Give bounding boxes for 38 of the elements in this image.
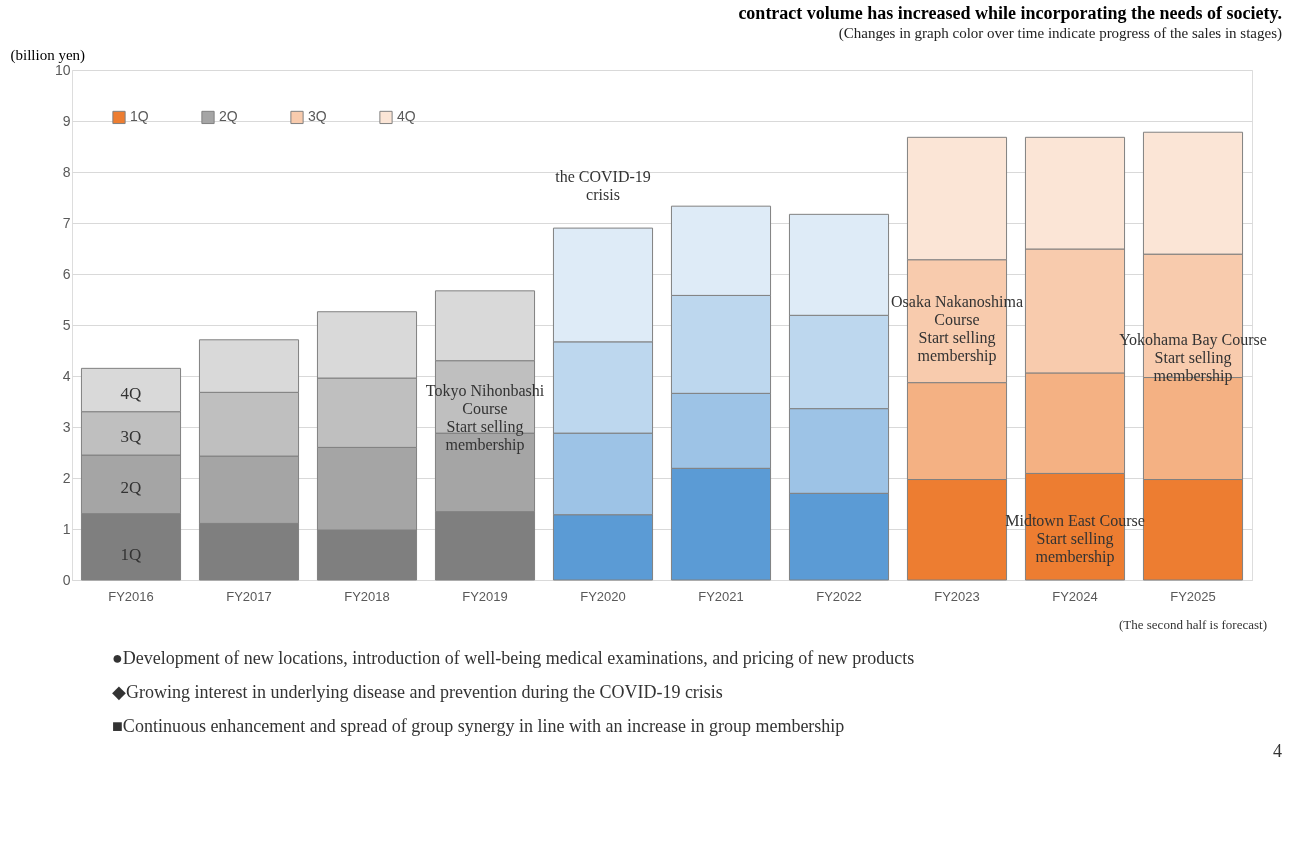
text: ◆Growing interest in underlying disease and prevention during the COVID-19 crisis	[112, 682, 723, 702]
annotation: the COVID-19 crisis	[555, 168, 651, 204]
y-tick-label: 6	[62, 265, 71, 282]
annotation: 4Q	[120, 383, 142, 403]
text: (The second half is forecast)	[1119, 617, 1267, 632]
chart-title: contract volume has increased while incorporating the needs of society.	[738, 3, 1282, 23]
x-tick-label: FY2020	[580, 588, 626, 604]
y-tick-label: 4	[62, 367, 71, 384]
x-tick-label: FY2023	[934, 588, 980, 604]
y-tick-label: 7	[62, 214, 71, 231]
annotation: Tokyo Nihonbashi Course Start selling membership	[425, 382, 545, 455]
text: 4	[1273, 741, 1282, 761]
y-tick-label: 8	[62, 163, 71, 180]
annotation: 1Q	[120, 544, 142, 564]
x-tick-label: FY2018	[344, 588, 390, 604]
y-tick-label: 0	[62, 571, 71, 588]
x-tick-label: FY2017	[226, 588, 272, 604]
text: ■Continuous enhancement and spread of group synergy in line with an increase in group membership	[112, 716, 845, 736]
x-tick-label: FY2024	[1052, 588, 1098, 604]
y-tick-label: 2	[62, 469, 71, 486]
annotation: 3Q	[120, 427, 142, 447]
text: ●Development of new locations, introduction of well-being medical examinations, and pricing of new products	[112, 648, 915, 668]
legend-label: 3Q	[308, 108, 327, 125]
y-tick-label: 3	[62, 418, 71, 435]
y-axis-title: (billion yen)	[10, 46, 86, 64]
legend-label: 2Q	[219, 108, 238, 125]
annotation: 2Q	[120, 478, 142, 498]
y-tick-label: 9	[62, 112, 71, 129]
chart-subtitle: (Changes in graph color over time indicate progress of the sales in stages)	[838, 25, 1282, 42]
x-tick-label: FY2021	[698, 588, 744, 604]
y-tick-label: 5	[62, 316, 71, 333]
y-tick-label: 1	[62, 520, 71, 537]
x-tick-label: FY2016	[108, 588, 154, 604]
x-tick-label: FY2019	[462, 588, 508, 604]
legend-label: 1Q	[130, 108, 149, 125]
legend-label: 4Q	[397, 108, 416, 125]
x-tick-label: FY2025	[1170, 588, 1216, 604]
x-tick-label: FY2022	[816, 588, 862, 604]
